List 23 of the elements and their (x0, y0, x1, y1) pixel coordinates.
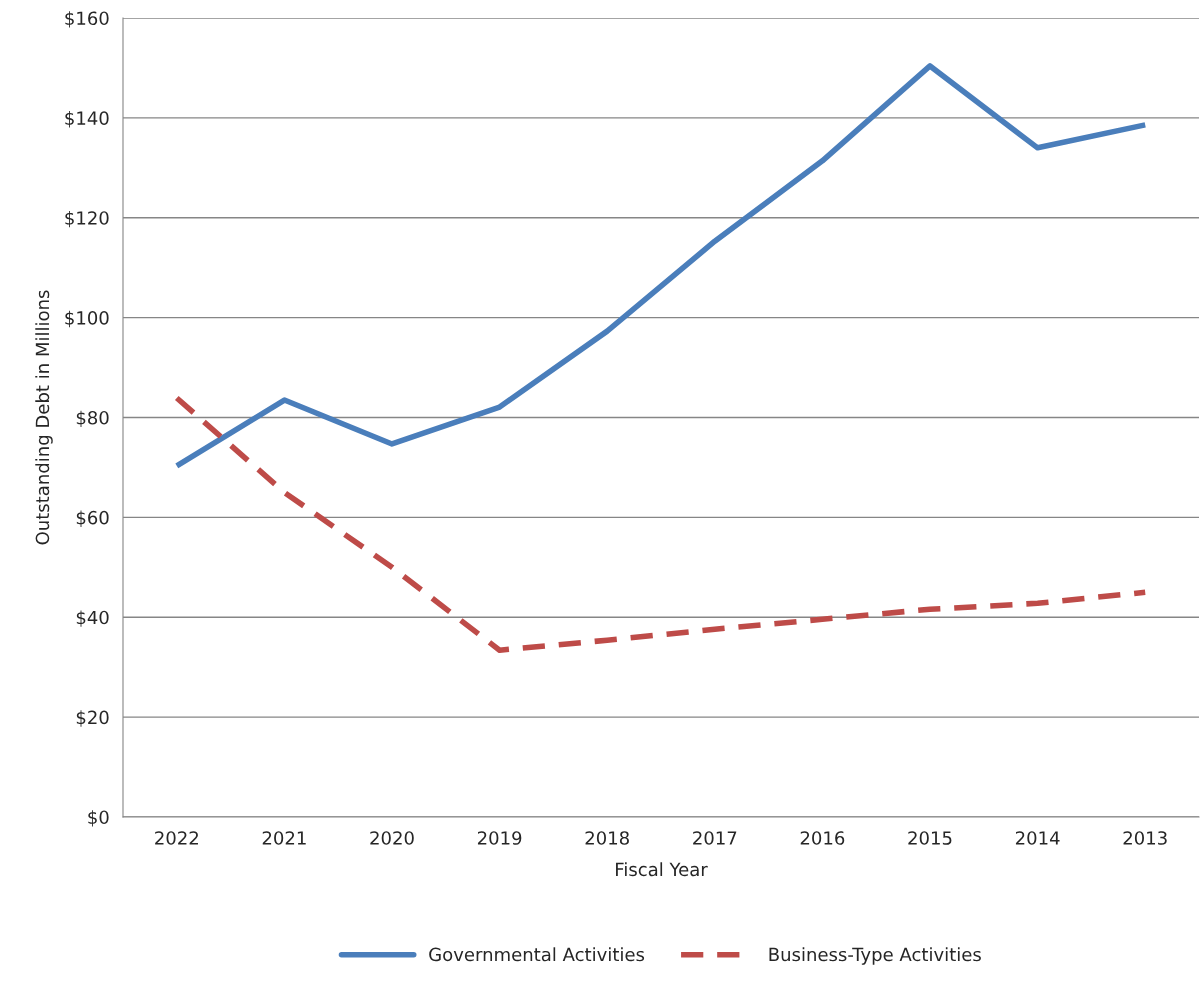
x-tick-label: 2019 (477, 831, 522, 845)
x-tick-label: 2018 (585, 831, 629, 845)
y-tick-label: $140 (65, 111, 109, 128)
legend-label: Business-Type Activities (769, 947, 981, 965)
y-tick-label: $40 (76, 610, 109, 627)
y-tick-label: $100 (65, 310, 109, 328)
x-tick-label: 2014 (1015, 831, 1060, 845)
y-tick-label: $80 (76, 410, 109, 428)
y-tick-label: $120 (65, 210, 109, 228)
x-tick-label: 2021 (262, 831, 306, 845)
x-axis-title: Fiscal Year (616, 862, 708, 877)
x-tick-label: 2015 (908, 831, 952, 845)
x-tick-label: 2017 (693, 831, 737, 845)
x-tick-label: 2020 (370, 831, 414, 845)
x-tick-label: 2013 (1123, 831, 1167, 845)
y-axis-title: Outstanding Debt in Millions (35, 290, 53, 545)
legend-label: Governmental Activities (429, 947, 645, 962)
y-tick-label: $0 (88, 810, 109, 827)
x-tick-label: 2016 (800, 831, 845, 845)
x-tick-label: 2022 (155, 831, 198, 845)
y-tick-label: $20 (76, 710, 109, 727)
y-tick-label: $60 (76, 510, 109, 527)
y-tick-label: $160 (65, 11, 109, 28)
